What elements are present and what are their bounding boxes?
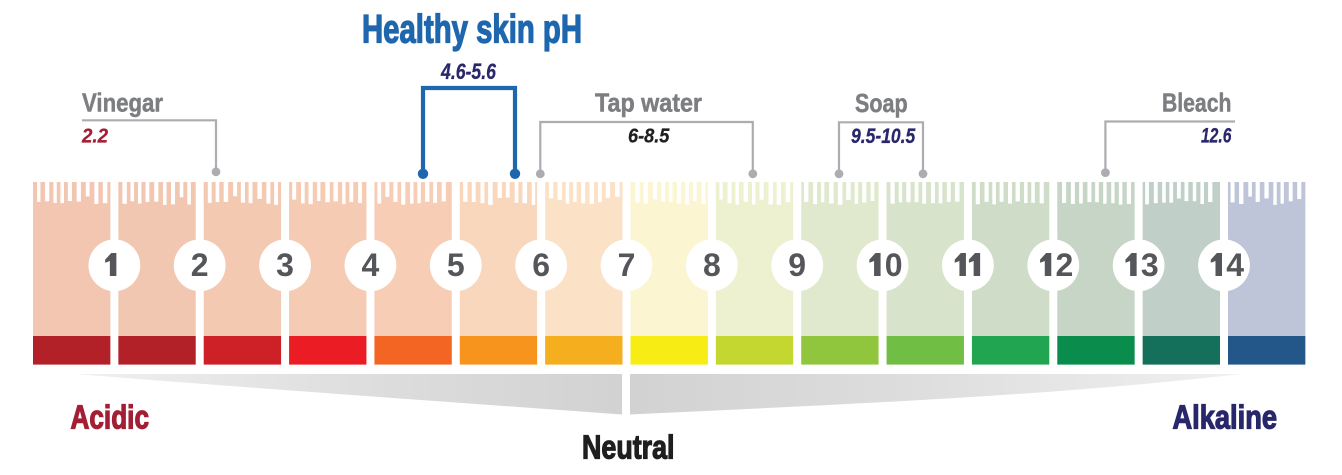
- svg-text:Acidic: Acidic: [71, 399, 150, 436]
- svg-text:5: 5: [447, 247, 465, 283]
- svg-text:Soap: Soap: [855, 90, 908, 118]
- svg-text:2: 2: [1055, 247, 1073, 283]
- svg-text:4.6-5.6: 4.6-5.6: [440, 59, 497, 84]
- svg-text:9.5-10.5: 9.5-10.5: [851, 125, 916, 148]
- svg-text:Alkaline: Alkaline: [1173, 400, 1278, 437]
- svg-text:Bleach: Bleach: [1162, 90, 1231, 118]
- svg-text:0: 0: [885, 247, 903, 283]
- svg-text:2: 2: [191, 247, 209, 283]
- svg-text:Tap water: Tap water: [595, 90, 702, 118]
- svg-text:9: 9: [788, 247, 806, 283]
- svg-text:4: 4: [1226, 247, 1244, 283]
- svg-text:12.6: 12.6: [1201, 124, 1232, 147]
- svg-text:Neutral: Neutral: [582, 430, 675, 467]
- svg-text:3: 3: [276, 247, 294, 283]
- svg-text:6-8.5: 6-8.5: [628, 125, 670, 148]
- svg-text:4: 4: [362, 247, 380, 283]
- svg-text:8: 8: [703, 247, 721, 283]
- svg-text:6: 6: [532, 247, 550, 283]
- svg-text:3: 3: [1141, 247, 1159, 283]
- svg-text:7: 7: [618, 247, 636, 283]
- svg-text:2.2: 2.2: [81, 125, 108, 148]
- svg-text:Vinegar: Vinegar: [82, 90, 163, 118]
- svg-text:Healthy skin pH: Healthy skin pH: [362, 7, 582, 51]
